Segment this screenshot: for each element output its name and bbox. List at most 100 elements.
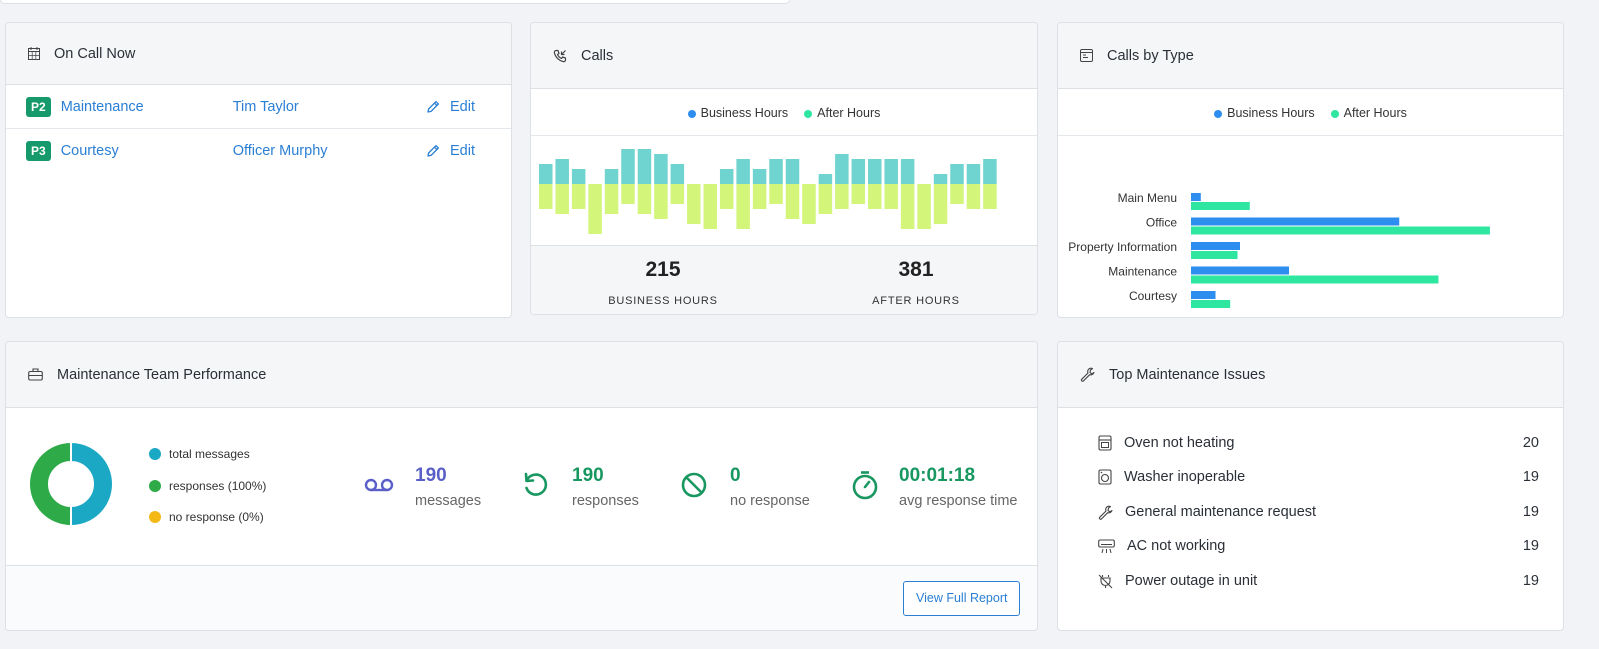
calls-bar-after [604,184,619,214]
calls-stats: 215 BUSINESS HOURS 381 AFTER HOURS [531,245,1037,314]
calls-bar-after [719,184,734,209]
ban-icon [681,472,707,498]
calls-bar-after [851,184,866,204]
calls-bar-after [966,184,981,209]
legend-label: Business Hours [700,106,789,120]
calls-bar-after [818,184,833,214]
edit-button[interactable]: Edit [426,99,475,115]
view-full-report-button[interactable]: View Full Report [903,581,1021,616]
calls-bar-business [604,169,619,184]
issue-label: Power outage in unit [1125,573,1258,589]
donut-slice [70,440,114,528]
legend-item-after: After Hours [804,106,880,120]
issue-label: Washer inoperable [1124,469,1246,485]
performance-title: Maintenance Team Performance [57,366,267,383]
type-bar-business [1191,266,1289,275]
calls-bar-after [917,184,931,229]
issue-count: 19 [1522,469,1539,485]
performance-donut [28,440,114,528]
legend-item-after: After Hours [1330,106,1407,120]
edit-label: Edit [450,143,475,159]
calls-bar-after [555,184,569,214]
calls-legend: Business Hours After Hours [531,106,1037,120]
timer-icon [852,471,878,500]
after-stat: 381 AFTER HOURS [841,258,991,307]
refresh-icon [524,472,548,496]
donut-slice [28,440,72,528]
issue-row[interactable]: AC not working 19 [1098,538,1539,554]
calls-bar-after [588,184,602,234]
pencil-icon [427,100,440,113]
priority-badge: P2 [26,96,51,117]
calls-header: Calls [531,23,1037,89]
calls-bar-after [703,184,717,229]
legend-dot [149,448,161,460]
calls-bar-business [621,149,635,184]
type-bar-business [1191,291,1216,299]
wrench-icon [1098,505,1113,520]
on-call-person-link[interactable]: Tim Taylor [232,98,299,115]
edit-button[interactable]: Edit [426,143,475,159]
ac-icon [1098,538,1115,553]
calls-bar-business [752,169,767,184]
metric-label: no response [730,493,810,509]
legend-responses: responses (100%) [149,479,266,493]
issues-card: Top Maintenance Issues Oven not heating … [1057,341,1564,631]
calls-bar-business [868,159,882,184]
metric-label: responses [572,493,639,509]
pencil-icon [427,144,440,157]
oven-icon [1098,435,1112,451]
on-call-type-link[interactable]: Maintenance [60,98,144,115]
legend-dot [1214,109,1223,118]
calls-bar-after [769,184,783,204]
calls-card: Calls Business Hours After Hours 215 BUS… [530,22,1038,315]
calls-bar-business [719,169,734,184]
calls-bar-business [933,174,948,184]
calls-bar-after [835,184,849,209]
legend-label: After Hours [1343,106,1407,120]
issue-row[interactable]: Washer inoperable 19 [1098,469,1539,485]
metric-no-response: 0 no response [680,465,810,509]
calls-bar-after [983,184,997,209]
issue-count: 20 [1522,435,1539,451]
metric-value: 0 [730,465,741,486]
issue-count: 19 [1522,538,1539,554]
on-call-type-link[interactable]: Courtesy [60,143,119,159]
calls-bar-after [950,184,964,204]
type-chart-area: Main Menu Office Property Information Maint… [1058,135,1563,317]
type-bar-after [1191,226,1490,235]
on-call-row: P2 Maintenance Tim Taylor Edit [6,85,511,129]
calendar-icon [28,47,40,60]
washer-icon [1098,469,1112,485]
performance-header: Maintenance Team Performance [6,342,1037,408]
calls-bar-after [654,184,668,219]
calls-bar-after [785,184,800,219]
on-call-card: On Call Now P2 Maintenance Tim Taylor Ed… [5,22,512,318]
issue-row[interactable]: General maintenance request 19 [1098,504,1539,520]
calls-bar-business [539,164,553,184]
edit-label: Edit [450,98,475,115]
legend-item-business: Business Hours [1214,106,1315,120]
chart-box-icon [1080,49,1093,62]
calls-by-type-legend: Business Hours After Hours [1058,106,1563,120]
wrench-icon [1080,367,1095,382]
metric-label: messages [415,493,482,509]
on-call-person-link[interactable]: Officer Murphy [232,143,328,159]
calls-chart [539,149,997,234]
metric-value: 00:01:18 [899,465,976,486]
calls-bar-business [983,159,997,184]
after-label: AFTER HOURS [872,295,960,307]
on-call-title: On Call Now [54,45,136,62]
type-bar-after [1191,300,1231,308]
calls-bar-business [637,149,652,184]
metric-avg-response: 00:01:18 avg response time [851,465,1017,509]
type-bar-after [1191,202,1250,210]
issue-row[interactable]: Power outage in unit 19 [1098,573,1539,589]
legend-dot [149,480,161,492]
issue-row[interactable]: Oven not heating 20 [1098,435,1539,451]
after-total: 381 [898,258,934,281]
calls-bar-after [670,184,685,204]
metric-value: 190 [572,465,604,486]
calls-title: Calls [581,47,614,64]
calls-bar-after [802,184,816,224]
